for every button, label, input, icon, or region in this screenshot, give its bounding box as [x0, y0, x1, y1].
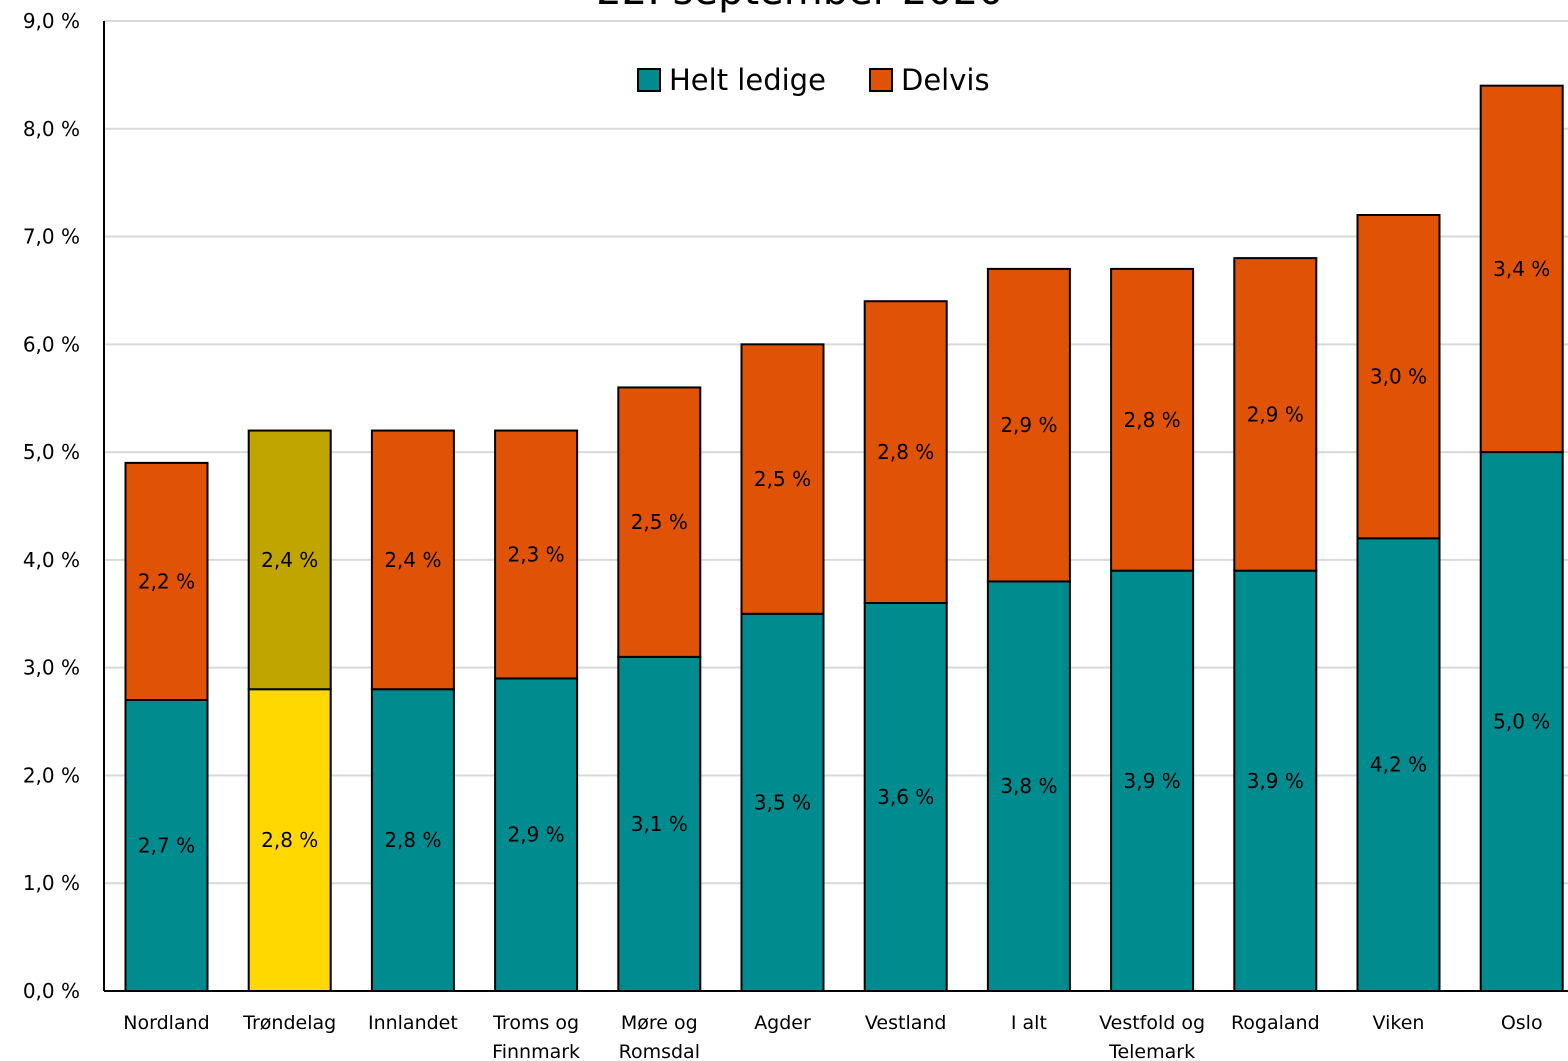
bar-segment-delvis: [370, 429, 455, 691]
y-axis: 0,0 % 1,0 % 2,0 % 3,0 % 4,0 % 5,0 % 6,0 % 7,0 %…: [23, 9, 1568, 1003]
bar-segment-delvis: [1110, 267, 1195, 572]
data-label: 2,3 %: [508, 543, 565, 567]
data-label: 3,5 %: [754, 790, 811, 814]
data-label: 2,9 %: [1247, 402, 1304, 426]
data-label: 3,9 %: [1124, 769, 1181, 793]
bar-segment-delvis: [1479, 84, 1564, 454]
legend-label: Helt ledige: [669, 63, 826, 97]
y-tick-label: 1,0 %: [23, 871, 80, 895]
data-label: 2,8 %: [1124, 408, 1181, 432]
x-category-label: Møre og: [621, 1012, 698, 1034]
y-tick-label: 6,0 %: [23, 332, 80, 356]
x-category-label: Oslo: [1501, 1012, 1543, 1034]
x-category-label: Viken: [1373, 1012, 1425, 1034]
bar-segment-helt-ledige: [247, 688, 332, 992]
data-label: 3,0 %: [1370, 365, 1427, 389]
bar-segment-delvis: [986, 267, 1071, 583]
data-label: 2,8 %: [384, 828, 441, 852]
bar-segment-helt-ledige: [1233, 569, 1318, 993]
bar-segment-helt-ledige: [370, 688, 455, 992]
x-category-label: Telemark: [1108, 1041, 1195, 1061]
bar-segment-helt-ledige: [1356, 537, 1441, 992]
data-label: 3,8 %: [1000, 774, 1057, 798]
data-label: 2,7 %: [138, 834, 195, 858]
x-category-label: Romsdal: [619, 1041, 700, 1061]
x-category-label: Finnmark: [492, 1041, 580, 1061]
bar-segment-delvis: [1356, 214, 1441, 540]
x-category-label: Vestfold og: [1099, 1012, 1205, 1034]
x-category-label: I alt: [1011, 1012, 1047, 1034]
legend-label: Delvis: [901, 63, 990, 97]
bar-segment-helt-ledige: [863, 602, 948, 992]
bar-segment-delvis: [863, 300, 948, 604]
data-label: 3,9 %: [1247, 769, 1304, 793]
legend-swatch: [637, 68, 661, 92]
bar-segment-helt-ledige: [124, 699, 209, 992]
legend: Helt ledige Delvis: [637, 63, 990, 97]
bar-segment-helt-ledige: [1479, 451, 1564, 993]
x-category-label: Rogaland: [1231, 1012, 1320, 1034]
bar-segment-delvis: [740, 343, 825, 615]
data-label: 5,0 %: [1493, 710, 1550, 734]
bar-segment-helt-ledige: [617, 655, 702, 993]
data-label: 2,5 %: [631, 510, 688, 534]
bar-segment-delvis: [617, 386, 702, 658]
bar-segment-delvis: [124, 461, 209, 701]
bar-segment-helt-ledige: [986, 580, 1071, 992]
data-label: 3,6 %: [877, 785, 934, 809]
x-category-label: Innlandet: [368, 1012, 458, 1034]
bar-segment-helt-ledige: [494, 677, 579, 992]
x-category-label: Vestland: [865, 1012, 947, 1034]
data-label: 2,5 %: [754, 467, 811, 491]
x-category-label: Nordland: [123, 1012, 209, 1034]
x-category-label: Agder: [754, 1012, 811, 1034]
chart-title: 22. september 2020: [596, 0, 1003, 14]
data-label: 2,9 %: [1000, 413, 1057, 437]
bar-segment-helt-ledige: [740, 612, 825, 992]
data-label: 2,4 %: [384, 548, 441, 572]
y-tick-label: 7,0 %: [23, 225, 80, 249]
y-tick-label: 0,0 %: [23, 979, 80, 1003]
bars: [124, 84, 1564, 993]
data-label: 2,8 %: [261, 828, 318, 852]
x-category-label: Troms og: [492, 1012, 579, 1034]
data-label: 3,1 %: [631, 812, 688, 836]
data-label: 2,9 %: [508, 823, 565, 847]
data-labels: 2,7 % 2,2 % 2,8 % 2,4 % 2,8 % 2,4 % 2,9 % 2,3 %…: [138, 257, 1550, 858]
x-axis-labels: Nordland Trøndelag Innlandet Troms og Finnma…: [123, 1012, 1542, 1061]
y-tick-label: 4,0 %: [23, 548, 80, 572]
bar-segment-delvis: [247, 429, 332, 691]
data-label: 2,2 %: [138, 569, 195, 593]
data-label: 3,4 %: [1493, 257, 1550, 281]
x-category-label: Trøndelag: [242, 1012, 336, 1034]
legend-swatch: [869, 68, 893, 92]
y-tick-label: 5,0 %: [23, 440, 80, 464]
y-tick-label: 9,0 %: [23, 9, 80, 33]
data-label: 2,8 %: [877, 440, 934, 464]
y-tick-label: 3,0 %: [23, 656, 80, 680]
gridlines: [104, 20, 1568, 885]
bar-segment-delvis: [1233, 257, 1318, 572]
bar-segment-helt-ledige: [1110, 569, 1195, 993]
y-tick-label: 2,0 %: [23, 763, 80, 787]
data-label: 2,4 %: [261, 548, 318, 572]
y-tick-label: 8,0 %: [23, 117, 80, 141]
bar-segment-delvis: [494, 429, 579, 680]
data-label: 4,2 %: [1370, 753, 1427, 777]
